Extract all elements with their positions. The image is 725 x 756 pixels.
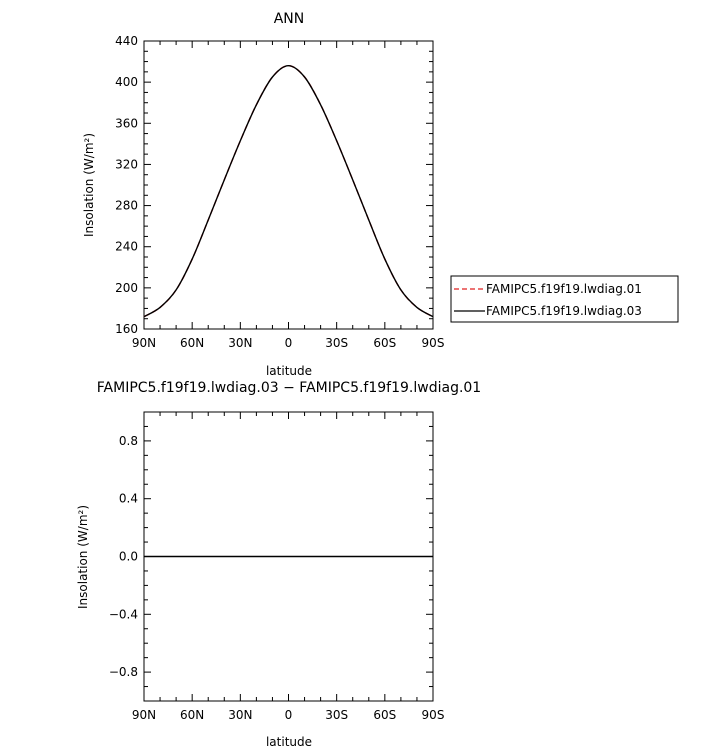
x-tick-label: 30N bbox=[228, 708, 252, 722]
y-axis-label: Insolation (W/m²) bbox=[82, 133, 96, 237]
chart-panel-annual: ANN 90N 60N 30N 0 30S 60S 90S 160 200 240 280 320 3… bbox=[82, 11, 679, 378]
y-tick-label: −0.8 bbox=[109, 665, 138, 679]
chart-title: ANN bbox=[274, 11, 305, 27]
x-tick-label: 60S bbox=[373, 336, 396, 350]
x-tick-label: 0 bbox=[285, 336, 293, 350]
y-tick-label: 320 bbox=[115, 157, 138, 171]
y-axis-label: Insolation (W/m²) bbox=[76, 505, 90, 609]
x-tick-label: 60N bbox=[180, 336, 204, 350]
legend: FAMIPC5.f19f19.lwdiag.01 FAMIPC5.f19f19.… bbox=[450, 275, 679, 323]
x-tick-label: 0 bbox=[285, 708, 293, 722]
y-tick-label: 440 bbox=[115, 34, 138, 48]
x-tick-label: 60S bbox=[373, 708, 396, 722]
plot-frame bbox=[143, 40, 434, 330]
series-line-1 bbox=[143, 64, 434, 318]
y-tick-label: 0.0 bbox=[119, 550, 138, 564]
data-lines bbox=[143, 64, 434, 318]
x-axis-label: latitude bbox=[266, 735, 312, 749]
y-tick-label: 0.8 bbox=[119, 434, 138, 448]
y-tick-label: 360 bbox=[115, 116, 138, 130]
x-tick-labels: 90N 60N 30N 0 30S 60S 90S bbox=[132, 336, 445, 350]
x-tick-label: 90N bbox=[132, 708, 156, 722]
y-tick-labels: 160 200 240 280 320 360 400 440 bbox=[115, 34, 138, 336]
chart-panel-difference: FAMIPC5.f19f19.lwdiag.03 − FAMIPC5.f19f1… bbox=[76, 380, 481, 749]
y-tick-labels: 0.8 0.4 0.0 −0.4 −0.8 bbox=[109, 434, 138, 679]
x-tick-label: 60N bbox=[180, 708, 204, 722]
tick-marks bbox=[143, 40, 434, 330]
y-tick-label: 400 bbox=[115, 75, 138, 89]
y-tick-label: 0.4 bbox=[119, 492, 138, 506]
x-tick-label: 30S bbox=[325, 708, 348, 722]
y-tick-label: 240 bbox=[115, 240, 138, 254]
legend-box bbox=[450, 275, 679, 323]
x-tick-label: 90S bbox=[422, 336, 445, 350]
x-axis-label: latitude bbox=[266, 364, 312, 378]
x-tick-label: 30N bbox=[228, 336, 252, 350]
legend-label-lwdiag03: FAMIPC5.f19f19.lwdiag.03 bbox=[486, 304, 642, 318]
chart-title: FAMIPC5.f19f19.lwdiag.03 − FAMIPC5.f19f1… bbox=[97, 380, 481, 396]
y-tick-label: 160 bbox=[115, 322, 138, 336]
x-tick-label: 30S bbox=[325, 336, 348, 350]
x-tick-labels: 90N 60N 30N 0 30S 60S 90S bbox=[132, 708, 445, 722]
y-tick-label: 200 bbox=[115, 281, 138, 295]
y-tick-label: −0.4 bbox=[109, 607, 138, 621]
series-line-0 bbox=[143, 64, 434, 318]
x-tick-label: 90N bbox=[132, 336, 156, 350]
x-tick-label: 90S bbox=[422, 708, 445, 722]
y-tick-label: 280 bbox=[115, 199, 138, 213]
legend-label-lwdiag01: FAMIPC5.f19f19.lwdiag.01 bbox=[486, 282, 642, 296]
tick-marks bbox=[143, 411, 434, 702]
